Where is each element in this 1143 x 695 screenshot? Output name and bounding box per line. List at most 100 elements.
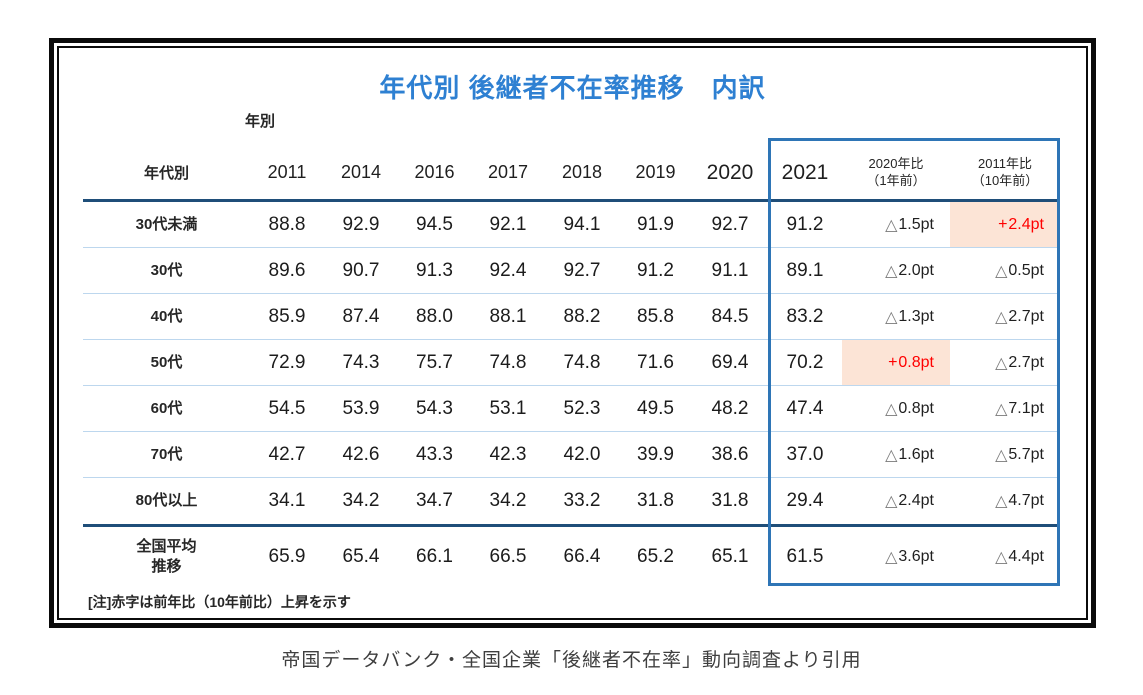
delta-value: 4.4pt (1008, 547, 1044, 565)
value-2020: 65.1 (711, 545, 749, 567)
row-label: 30代 (150, 261, 183, 279)
delta-value: 3.6pt (898, 547, 934, 565)
delta-sign: + (998, 215, 1008, 233)
value-2016: 94.5 (416, 213, 453, 235)
table-row: 全国平均 推移 65.9 65.4 66.1 66.5 66.4 65.2 65… (83, 524, 1060, 586)
value-2018: 42.0 (563, 443, 601, 465)
column-header-vs-2020: 2020年比 （1年前） (842, 156, 950, 190)
delta-value: 2.4pt (898, 492, 934, 509)
value-2021: 29.4 (786, 490, 824, 511)
delta-vs-2020: △ 2.4pt (842, 478, 950, 524)
value-2016: 43.3 (416, 443, 453, 465)
value-2021: 89.1 (786, 259, 824, 281)
delta-vs-2020: △ 1.3pt (842, 294, 950, 339)
table-header-row: 年代別 2011 2014 2016 2017 2018 2019 2020 2… (83, 146, 1060, 202)
delta-sign: △ (995, 446, 1008, 464)
value-2016: 88.0 (416, 305, 453, 327)
delta-sign: + (888, 353, 898, 371)
value-2017: 34.2 (489, 490, 527, 511)
delta-value: 1.3pt (898, 307, 934, 325)
value-2011: 88.8 (268, 213, 306, 235)
column-header-vs-2011: 2011年比 （10年前） (950, 156, 1060, 190)
row-label: 40代 (150, 307, 183, 325)
value-2021: 83.2 (786, 305, 824, 327)
delta-value: 2.7pt (1008, 307, 1044, 325)
delta-vs-2020: △ 1.6pt (842, 432, 950, 477)
value-2014: 34.2 (342, 490, 380, 511)
delta-sign: △ (885, 308, 898, 326)
table-row: 50代 72.9 74.3 75.7 74.8 74.8 71.6 69.4 7… (83, 340, 1060, 386)
delta-vs-2020: △ 0.8pt (842, 386, 950, 431)
delta-value: 2.4pt (1008, 215, 1044, 233)
value-2017: 92.4 (489, 259, 527, 281)
row-label: 50代 (150, 353, 183, 371)
value-2014: 74.3 (342, 351, 380, 373)
value-2019: 31.8 (637, 490, 674, 511)
delta-vs-2011: △ 7.1pt (950, 386, 1060, 431)
delta-vs-2011: △ 4.7pt (950, 478, 1060, 524)
table-row: 40代 85.9 87.4 88.0 88.1 88.2 85.8 84.5 8… (83, 294, 1060, 340)
value-2020: 38.6 (711, 443, 749, 465)
delta-vs-2020: +0.8pt (842, 340, 950, 385)
value-2018: 66.4 (563, 545, 601, 567)
delta-vs-2011: △ 0.5pt (950, 248, 1060, 293)
value-2014: 53.9 (342, 397, 380, 419)
delta-value: 0.8pt (898, 353, 934, 371)
delta-value: 2.7pt (1008, 353, 1044, 371)
value-2017: 66.5 (489, 545, 527, 567)
vs-2020-line1: 2020年比 (868, 155, 924, 171)
row-label: 30代未満 (135, 215, 198, 233)
column-header-2020: 2020 (706, 160, 754, 184)
delta-vs-2020: △ 2.0pt (842, 248, 950, 293)
value-2016: 54.3 (416, 397, 453, 419)
value-2017: 53.1 (489, 397, 527, 419)
value-2018: 88.2 (563, 305, 601, 327)
value-2016: 75.7 (416, 351, 453, 373)
delta-vs-2020: △ 3.6pt (842, 527, 950, 586)
value-2011: 72.9 (268, 351, 306, 373)
age-group-axis-label: 年代別 (143, 165, 189, 182)
value-2016: 34.7 (416, 490, 453, 511)
value-2019: 91.9 (637, 213, 674, 235)
value-2014: 65.4 (342, 545, 380, 567)
table-row: 30代 89.6 90.7 91.3 92.4 92.7 91.2 91.1 8… (83, 248, 1060, 294)
value-2021: 70.2 (786, 351, 824, 373)
value-2014: 90.7 (342, 259, 380, 281)
row-label: 70代 (150, 445, 183, 463)
row-label: 80代以上 (135, 492, 198, 510)
value-2011: 65.9 (268, 545, 306, 567)
value-2011: 54.5 (268, 397, 306, 419)
value-2014: 42.6 (342, 443, 380, 465)
table-row: 70代 42.7 42.6 43.3 42.3 42.0 39.9 38.6 3… (83, 432, 1060, 478)
value-2018: 33.2 (563, 490, 601, 511)
value-2021: 47.4 (786, 397, 824, 419)
source-caption: 帝国データバンク・全国企業「後継者不在率」動向調査より引用 (281, 650, 862, 671)
value-2011: 34.1 (268, 490, 306, 511)
table-row: 30代未満 88.8 92.9 94.5 92.1 94.1 91.9 92.7… (83, 202, 1060, 248)
value-2017: 42.3 (489, 443, 527, 465)
delta-sign: △ (885, 216, 898, 234)
delta-sign: △ (885, 493, 898, 510)
table-row: 80代以上 34.1 34.2 34.7 34.2 33.2 31.8 31.8… (83, 478, 1060, 524)
delta-sign: △ (885, 446, 898, 464)
value-2017: 74.8 (489, 351, 527, 373)
delta-sign: △ (885, 400, 898, 418)
value-2019: 85.8 (637, 305, 674, 327)
value-2019: 91.2 (637, 259, 674, 281)
value-2019: 65.2 (637, 545, 674, 567)
delta-value: 1.6pt (898, 445, 934, 463)
column-header-2016: 2016 (414, 162, 455, 182)
year-axis-label: 年別 (245, 113, 276, 130)
delta-vs-2011: +2.4pt (950, 202, 1060, 247)
vs-2011-line1: 2011年比 (978, 155, 1032, 171)
value-2021: 61.5 (786, 545, 824, 567)
delta-sign: △ (995, 493, 1008, 510)
value-2017: 88.1 (489, 305, 527, 327)
vs-2011-line2: （10年前） (971, 172, 1039, 188)
delta-sign: △ (885, 262, 898, 280)
column-header-2017: 2017 (487, 162, 529, 182)
column-header-2014: 2014 (340, 162, 382, 182)
value-2011: 42.7 (268, 443, 306, 465)
footnote: [注]赤字は前年比（10年前比）上昇を示す (88, 594, 351, 610)
delta-value: 5.7pt (1008, 445, 1044, 463)
